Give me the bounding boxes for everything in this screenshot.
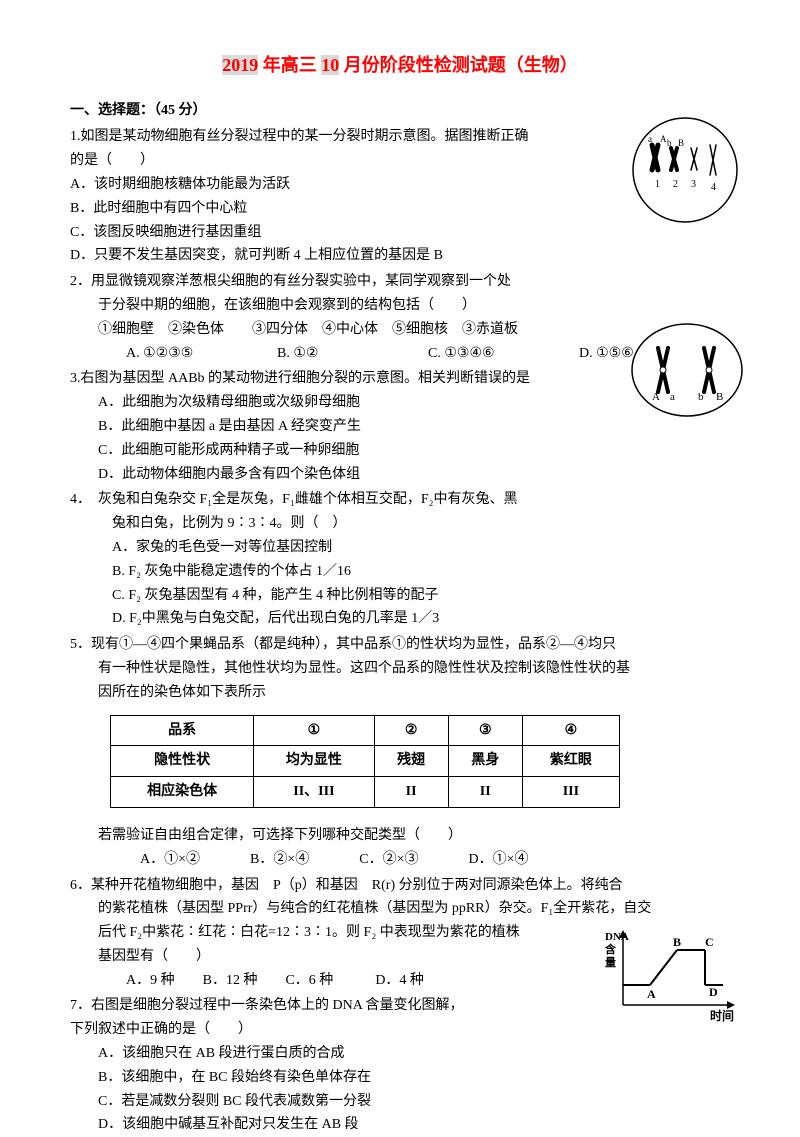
- t-r2c4: 黑身: [448, 746, 522, 777]
- graph-label-c: C: [705, 935, 714, 949]
- svg-text:DNA: DNA: [605, 931, 629, 943]
- svg-text:2: 2: [673, 179, 678, 190]
- svg-text:b: b: [667, 138, 672, 148]
- q7-opt-a: A．该细胞只在 AB 段进行蛋白质的合成: [70, 1042, 730, 1066]
- q2-stem2: 于分裂中期的细胞，在该细胞中会观察到的结构包括（ ）: [70, 294, 730, 318]
- svg-text:A: A: [652, 391, 660, 403]
- q5-opt-b: B．②×④: [250, 848, 309, 872]
- q6-opt-c: C．6 种: [285, 973, 333, 988]
- t-r2c1: 隐性性状: [111, 746, 254, 777]
- q6-opt-d: D．4 种: [375, 973, 424, 988]
- t-r1c1: 品系: [111, 715, 254, 746]
- q6-stem: 6．某种开花植物细胞中，基因 P（p）和基因 R(r) 分别位于两对同源染色体上…: [70, 874, 730, 898]
- q7-opt-b: B．该细胞中，在 BC 段始终有染色单体存在: [70, 1066, 730, 1090]
- svg-text:量: 量: [605, 956, 616, 969]
- q3-opt-c: C．此细胞可能形成两种精子或一种卵细胞: [70, 439, 730, 463]
- t-r3c5: III: [522, 777, 619, 808]
- q5-stem2: 有一种性状是隐性，其他性状均为显性。这四个品系的隐性性状及控制该隐性性状的基: [70, 657, 730, 681]
- t-r3c1: 相应染色体: [111, 777, 254, 808]
- q4-opt-a: A．家兔的毛色受一对等位基因控制: [70, 536, 730, 560]
- q5-opt-a: A．①×②: [140, 848, 200, 872]
- t-r2c2: 均为显性: [254, 746, 374, 777]
- q5-after: 若需验证自由组合定律，可选择下列哪种交配类型（ ）: [70, 824, 730, 848]
- q2-opt-b: B. ①②: [277, 342, 428, 366]
- t-r1c3: ②: [374, 715, 448, 746]
- t-r2c3: 残翅: [374, 746, 448, 777]
- graph-label-a: A: [647, 987, 656, 1001]
- q6-opt-a: A．9 种: [126, 973, 175, 988]
- q6-opt-b: B．12 种: [203, 973, 258, 988]
- figure-mitosis-cell: a A 1 b B 2 3 4: [630, 115, 740, 225]
- question-4: 4． 灰兔和白兔杂交 F₁全是灰兔，F₁雌雄个体相互交配，F₂中有灰兔、黑 兔和…: [70, 488, 730, 631]
- q2-opt-a: A. ①②③⑤: [126, 342, 277, 366]
- graph-label-b: B: [673, 935, 681, 949]
- svg-text:b: b: [698, 391, 704, 403]
- q2-stem: 2．用显微镜观察洋葱根尖细胞的有丝分裂实验中，某同学观察到一个处: [70, 270, 730, 294]
- q5-table: 品系 ① ② ③ ④ 隐性性状 均为显性 残翅 黑身 紫红眼 相应染色体 II、…: [110, 715, 730, 808]
- q4-opt-d: D. F₂中黑兔与白兔交配，后代出现白兔的几率是 1／3: [70, 607, 730, 631]
- svg-text:A: A: [660, 134, 667, 144]
- q5-opt-c: C．②×③: [359, 848, 418, 872]
- svg-text:B: B: [678, 138, 684, 148]
- svg-text:4: 4: [711, 182, 716, 193]
- q4-stem: 4． 灰兔和白兔杂交 F₁全是灰兔，F₁雌雄个体相互交配，F₂中有灰兔、黑: [70, 488, 730, 512]
- svg-text:a: a: [648, 134, 652, 144]
- figure-chromosome-pair: A a b B: [630, 320, 745, 420]
- svg-text:1: 1: [655, 179, 660, 190]
- graph-xlabel: 时间: [710, 1008, 734, 1023]
- q5-opt-d: D．①×④: [468, 848, 528, 872]
- q3-opt-d: D．此动物体细胞内最多含有四个染色体组: [70, 463, 730, 487]
- q4-opt-b: B. F₂ 灰兔中能稳定遗传的个体占 1／16: [70, 560, 730, 584]
- svg-text:B: B: [716, 391, 723, 403]
- t-r3c2: II、III: [254, 777, 374, 808]
- svg-text:含: 含: [605, 942, 617, 956]
- svg-text:3: 3: [691, 179, 696, 190]
- figure-dna-graph: A B C D DNA 含 量 时间: [605, 920, 740, 1030]
- t-r3c4: II: [448, 777, 522, 808]
- question-5: 5．现有①—④四个果蝇品系（都是纯种），其中品系①的性状均为显性，品系②—④均只…: [70, 633, 730, 871]
- t-r3c3: II: [374, 777, 448, 808]
- q5-stem: 5．现有①—④四个果蝇品系（都是纯种），其中品系①的性状均为显性，品系②—④均只: [70, 633, 730, 657]
- q5-stem3: 因所在的染色体如下表所示: [70, 681, 730, 705]
- t-r1c5: ④: [522, 715, 619, 746]
- graph-label-d: D: [709, 985, 718, 999]
- q2-opt-c: C. ①③④⑥: [428, 342, 579, 366]
- svg-text:a: a: [670, 391, 675, 403]
- q7-opt-c: C．若是减数分裂则 BC 段代表减数第一分裂: [70, 1090, 730, 1114]
- q4-opt-c: C. F₂ 灰兔基因型有 4 种，能产生 4 种比例相等的配子: [70, 584, 730, 608]
- t-r1c4: ③: [448, 715, 522, 746]
- q1-opt-d: D．只要不发生基因突变，就可判断 4 上相应位置的基因是 B: [70, 244, 730, 268]
- exam-title: 2019 年高三 10 月份阶段性检测试题（生物）: [70, 50, 730, 81]
- q6-stem2: 的紫花植株（基因型 PPrr）与纯合的红花植株（基因型为 ppRR）杂交。F₁全…: [70, 897, 730, 921]
- t-r1c2: ①: [254, 715, 374, 746]
- q5-options: A．①×② B．②×④ C．②×③ D．①×④: [70, 848, 730, 872]
- q7-opt-d: D．该细胞中碱基互补配对只发生在 AB 段: [70, 1113, 730, 1137]
- q4-stem2: 兔和白兔，比例为 9∶3∶4。则（ ）: [70, 512, 730, 536]
- t-r2c5: 紫红眼: [522, 746, 619, 777]
